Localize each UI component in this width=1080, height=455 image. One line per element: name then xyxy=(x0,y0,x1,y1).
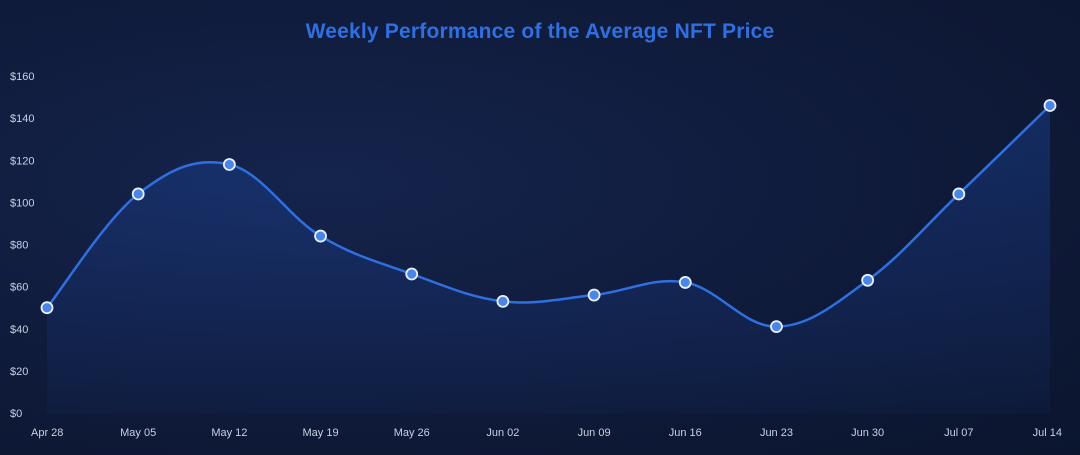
x-tick-label: Jul 07 xyxy=(944,427,973,439)
x-tick-label: May 26 xyxy=(394,427,430,439)
data-point[interactable] xyxy=(222,158,236,171)
y-tick-label: $40 xyxy=(10,324,28,336)
y-tick-label: $140 xyxy=(10,113,34,125)
data-point[interactable] xyxy=(587,288,601,302)
data-point[interactable] xyxy=(861,273,875,287)
y-tick-label: $20 xyxy=(10,366,28,378)
data-point[interactable] xyxy=(496,294,510,308)
x-tick-label: May 19 xyxy=(303,427,339,439)
line-layer xyxy=(46,104,1051,328)
y-tick-label: $100 xyxy=(10,197,34,209)
data-point[interactable] xyxy=(678,276,692,289)
data-point[interactable] xyxy=(1043,99,1057,112)
x-tick-label: Jun 09 xyxy=(578,427,611,439)
y-tick-label: $0 xyxy=(10,408,22,420)
x-tick-label: Jun 16 xyxy=(669,427,702,439)
x-tick-label: May 12 xyxy=(211,427,247,439)
area-layer xyxy=(47,105,1050,414)
x-tick-label: Apr 28 xyxy=(31,427,63,439)
data-point[interactable] xyxy=(40,301,54,315)
data-point[interactable] xyxy=(952,187,966,201)
data-point[interactable] xyxy=(131,187,145,201)
data-point[interactable] xyxy=(314,229,327,243)
data-point[interactable] xyxy=(770,320,783,334)
y-tick-label: $80 xyxy=(10,240,28,252)
marker-layer xyxy=(40,99,1057,334)
area-fill xyxy=(47,105,1050,414)
x-tick-label: Jun 02 xyxy=(486,427,519,439)
x-tick-label: Jul 14 xyxy=(1033,427,1062,439)
chart-title: Weekly Performance of the Average NFT Pr… xyxy=(305,20,775,43)
y-axis: $0 $20 $40 $60 $80 $100 $120 $140 $160 xyxy=(10,71,34,420)
x-tick-label: Jun 30 xyxy=(851,427,884,439)
x-tick-label: Jun 23 xyxy=(760,427,793,439)
series-line xyxy=(46,104,1051,328)
x-tick-label: May 05 xyxy=(120,427,156,439)
y-tick-label: $60 xyxy=(10,282,28,294)
y-tick-label: $120 xyxy=(10,155,34,167)
x-axis: Apr 28 May 05 May 12 May 19 May 26 Jun 02 Jun … xyxy=(31,427,1062,439)
y-tick-label: $160 xyxy=(10,71,34,83)
data-point[interactable] xyxy=(405,267,419,281)
